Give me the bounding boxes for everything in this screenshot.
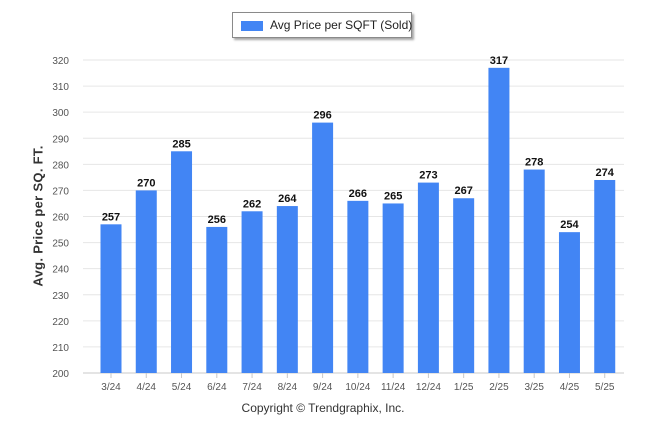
- y-tick-label: 290: [52, 134, 69, 145]
- legend-label: Avg Price per SQFT (Sold): [270, 18, 413, 32]
- x-tick-label: 5/24: [172, 382, 192, 393]
- data-label: 254: [560, 219, 579, 231]
- data-label: 256: [208, 214, 226, 226]
- bar: [312, 122, 334, 373]
- y-tick-label: 240: [52, 265, 69, 276]
- y-tick-label: 220: [52, 317, 69, 328]
- data-label: 285: [172, 138, 190, 150]
- bar: [488, 67, 510, 373]
- y-tick-label: 270: [52, 186, 69, 197]
- bar: [417, 182, 439, 373]
- bar: [453, 198, 475, 373]
- x-tick-label: 7/24: [242, 382, 262, 393]
- x-tick-label: 1/25: [454, 382, 474, 393]
- y-tick-label: 310: [52, 82, 69, 93]
- data-label: 262: [243, 198, 261, 210]
- x-tick-label: 3/24: [101, 382, 121, 393]
- data-label: 296: [313, 110, 331, 122]
- x-tick-label: 5/25: [595, 382, 615, 393]
- data-label: 257: [102, 211, 120, 223]
- data-label: 278: [525, 157, 543, 169]
- y-tick-label: 200: [52, 369, 69, 380]
- y-tick-label: 250: [52, 239, 69, 250]
- x-tick-label: 10/24: [345, 382, 370, 393]
- data-label: 266: [349, 188, 367, 200]
- y-tick-label: 230: [52, 291, 69, 302]
- x-tick-label: 3/25: [524, 382, 544, 393]
- y-tick-label: 300: [52, 108, 69, 119]
- x-tick-label: 6/24: [207, 382, 227, 393]
- copyright-text: Copyright © Trendgraphix, Inc.: [241, 401, 405, 415]
- x-tick-label: 2/25: [489, 382, 509, 393]
- bar: [241, 211, 263, 373]
- bar: [558, 232, 580, 373]
- bar: [594, 179, 616, 373]
- data-label: 270: [137, 177, 155, 189]
- x-tick-label: 9/24: [313, 382, 333, 393]
- x-tick-label: 8/24: [278, 382, 298, 393]
- y-tick-label: 210: [52, 343, 69, 354]
- x-tick-label: 4/24: [137, 382, 157, 393]
- bar: [382, 203, 404, 373]
- bar: [100, 224, 122, 373]
- bar: [135, 190, 157, 373]
- data-label: 264: [278, 193, 297, 205]
- data-label: 265: [384, 190, 402, 202]
- data-label: 317: [490, 55, 508, 67]
- data-label: 267: [454, 185, 472, 197]
- y-tick-label: 320: [52, 56, 69, 67]
- bar: [171, 151, 193, 373]
- bar: [276, 206, 298, 373]
- x-tick-label: 4/25: [560, 382, 580, 393]
- y-tick-label: 260: [52, 213, 69, 224]
- y-tick-label: 280: [52, 160, 69, 171]
- legend-swatch: [241, 21, 263, 31]
- bar: [206, 226, 228, 373]
- legend[interactable]: Avg Price per SQFT (Sold): [232, 12, 412, 38]
- data-label: 274: [596, 167, 615, 179]
- bar: [523, 169, 545, 373]
- x-tick-label: 11/24: [381, 382, 406, 393]
- bar: [347, 200, 369, 373]
- data-label: 273: [419, 170, 437, 182]
- y-axis-title: Avg. Price per SQ. FT.: [30, 145, 46, 287]
- x-tick-label: 12/24: [416, 382, 441, 393]
